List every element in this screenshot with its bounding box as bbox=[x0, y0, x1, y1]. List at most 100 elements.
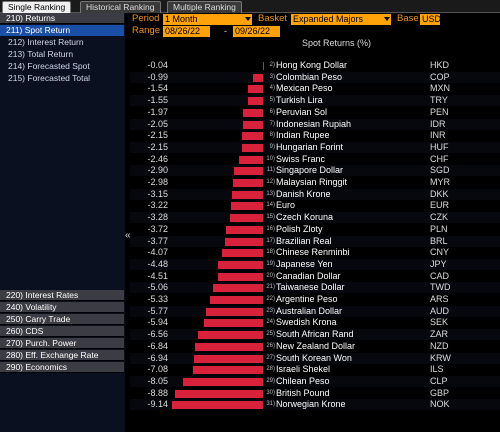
range-end-field[interactable]: 09/26/22 bbox=[233, 26, 280, 37]
currency-name[interactable]: Czech Koruna bbox=[276, 212, 334, 223]
table-row[interactable]: -7.08 28) Israeli Shekel ILS bbox=[130, 364, 500, 375]
sidebar-item-forecasted-total[interactable]: 215) Forecasted Total bbox=[8, 73, 91, 83]
table-row[interactable]: -3.28 15) Czech Koruna CZK bbox=[130, 212, 500, 224]
table-row[interactable]: -3.77 17) Brazilian Real BRL bbox=[130, 235, 500, 247]
bar-value-label: -0.04 bbox=[147, 60, 168, 70]
currency-code: SEK bbox=[430, 317, 449, 328]
currency-name[interactable]: Hungarian Forint bbox=[276, 141, 344, 152]
currency-name[interactable]: Polish Zloty bbox=[276, 223, 323, 234]
bar-dkk bbox=[231, 190, 263, 199]
basket-dropdown[interactable]: Expanded Majors bbox=[291, 14, 391, 25]
currency-name[interactable]: Swedish Krona bbox=[276, 317, 337, 328]
bar-value-label: -3.72 bbox=[147, 223, 168, 234]
currency-name[interactable]: Brazilian Real bbox=[276, 235, 332, 246]
table-row[interactable]: -5.06 21) Taiwanese Dollar TWD bbox=[130, 282, 500, 294]
table-row[interactable]: -2.90 11) Singapore Dollar SGD bbox=[130, 165, 500, 177]
table-row[interactable]: -2.46 10) Swiss Franc CHF bbox=[130, 154, 500, 165]
bar-value-label: -3.15 bbox=[147, 188, 168, 199]
currency-name[interactable]: Euro bbox=[276, 200, 296, 211]
table-row[interactable]: -6.84 26) New Zealand Dollar NZD bbox=[130, 341, 500, 352]
sidebar-item-eff-exchange-rate[interactable]: 280) Eff. Exchange Rate bbox=[0, 350, 124, 361]
table-row[interactable]: -6.56 25) South African Rand ZAR bbox=[130, 329, 500, 341]
currency-name[interactable]: Peruvian Sol bbox=[276, 106, 328, 117]
currency-name[interactable]: New Zealand Dollar bbox=[276, 340, 356, 351]
sidebar-item-cds[interactable]: 260) CDS bbox=[0, 326, 124, 337]
table-row[interactable]: -2.15 9) Hungarian Forint HUF bbox=[130, 141, 500, 153]
sidebar-item-volatility[interactable]: 240) Volatility bbox=[0, 302, 124, 313]
table-row[interactable]: -4.07 18) Chinese Renminbi CNY bbox=[130, 247, 500, 258]
sidebar-item-purch-power[interactable]: 270) Purch. Power bbox=[0, 338, 124, 349]
range-separator: - bbox=[224, 26, 227, 36]
table-row[interactable]: -6.94 27) South Korean Won KRW bbox=[130, 352, 500, 364]
table-row[interactable]: -3.22 14) Euro EUR bbox=[130, 200, 500, 211]
currency-name[interactable]: Hong Kong Dollar bbox=[276, 60, 348, 70]
range-start-field[interactable]: 08/26/22 bbox=[163, 26, 210, 37]
currency-name[interactable]: Colombian Peso bbox=[276, 71, 343, 82]
sidebar-item-interest-return[interactable]: 212) Interest Return bbox=[8, 37, 84, 47]
table-row[interactable]: -5.94 24) Swedish Krona SEK bbox=[130, 317, 500, 328]
bar-value-label: -1.55 bbox=[147, 95, 168, 106]
bar-value-label: -0.99 bbox=[147, 71, 168, 82]
currency-name[interactable]: Taiwanese Dollar bbox=[276, 282, 345, 293]
table-row[interactable]: -3.72 16) Polish Zloty PLN bbox=[130, 224, 500, 235]
table-row[interactable]: -5.77 23) Australian Dollar AUD bbox=[130, 305, 500, 317]
currency-name[interactable]: Chilean Peso bbox=[276, 375, 330, 386]
table-row[interactable]: -1.55 5) Turkish Lira TRY bbox=[130, 95, 500, 107]
table-row[interactable]: -4.48 19) Japanese Yen JPY bbox=[130, 258, 500, 270]
currency-code: TRY bbox=[430, 95, 448, 106]
currency-name[interactable]: Australian Dollar bbox=[276, 305, 343, 316]
tab-multiple-ranking[interactable]: Multiple Ranking bbox=[167, 1, 242, 13]
bar-clp bbox=[182, 377, 263, 386]
currency-name[interactable]: Norwegian Krone bbox=[276, 399, 346, 410]
table-row[interactable]: -8.88 30) British Pound GBP bbox=[130, 388, 500, 399]
sidebar-item-returns[interactable]: 210) Returns bbox=[0, 13, 124, 24]
currency-name[interactable]: Turkish Lira bbox=[276, 95, 323, 106]
currency-name[interactable]: Mexican Peso bbox=[276, 83, 333, 94]
collapse-sidebar-icon[interactable]: « bbox=[125, 230, 131, 241]
currency-name[interactable]: Malaysian Ringgit bbox=[276, 177, 348, 187]
currency-name[interactable]: British Pound bbox=[276, 387, 330, 398]
table-row[interactable]: -1.54 4) Mexican Peso MXN bbox=[130, 83, 500, 94]
bar-sgd bbox=[234, 167, 263, 176]
currency-name[interactable]: Japanese Yen bbox=[276, 258, 333, 269]
currency-name[interactable]: Indian Rupee bbox=[276, 130, 330, 141]
table-row[interactable]: -5.33 22) Argentine Peso ARS bbox=[130, 294, 500, 305]
currency-name[interactable]: Argentine Peso bbox=[276, 294, 338, 304]
bar-pln bbox=[225, 225, 263, 234]
table-row[interactable]: -9.14 31) Norwegian Krone NOK bbox=[130, 399, 500, 411]
sidebar-item-spot-return[interactable]: 211) Spot Return bbox=[0, 25, 124, 36]
rank-label: 18) bbox=[266, 249, 275, 256]
bar-sek bbox=[203, 319, 263, 328]
sidebar-item-total-return[interactable]: 213) Total Return bbox=[8, 49, 74, 59]
sidebar-item-carry-trade[interactable]: 250) Carry Trade bbox=[0, 314, 124, 325]
sidebar-item-economics[interactable]: 290) Economics bbox=[0, 362, 124, 373]
sidebar-item-interest-rates[interactable]: 220) Interest Rates bbox=[0, 290, 124, 301]
currency-name[interactable]: Chinese Renminbi bbox=[276, 247, 350, 258]
table-row[interactable]: -8.05 29) Chilean Peso CLP bbox=[130, 375, 500, 387]
table-row[interactable]: -1.97 6) Peruvian Sol PEN bbox=[130, 107, 500, 118]
currency-name[interactable]: Israeli Shekel bbox=[276, 364, 331, 375]
tab-single-ranking[interactable]: Single Ranking bbox=[2, 1, 72, 13]
currency-name[interactable]: Singapore Dollar bbox=[276, 165, 344, 176]
bar-twd bbox=[212, 284, 263, 293]
table-row[interactable]: -3.15 13) Danish Krone DKK bbox=[130, 188, 500, 200]
currency-code: GBP bbox=[430, 387, 450, 398]
period-dropdown[interactable]: 1 Month bbox=[163, 14, 252, 25]
currency-name[interactable]: Danish Krone bbox=[276, 188, 331, 199]
currency-name[interactable]: Swiss Franc bbox=[276, 153, 326, 164]
currency-name[interactable]: South Korean Won bbox=[276, 352, 352, 363]
currency-name[interactable]: Canadian Dollar bbox=[276, 270, 341, 281]
table-row[interactable]: -0.99 3) Colombian Peso COP bbox=[130, 71, 500, 83]
base-currency-field[interactable]: USD bbox=[420, 14, 442, 25]
rank-label: 28) bbox=[266, 366, 275, 373]
currency-name[interactable]: Indonesian Rupiah bbox=[276, 118, 352, 129]
tab-historical-ranking[interactable]: Historical Ranking bbox=[80, 1, 161, 13]
table-row[interactable]: -2.98 12) Malaysian Ringgit MYR bbox=[130, 177, 500, 188]
table-row[interactable]: -4.51 20) Canadian Dollar CAD bbox=[130, 271, 500, 282]
table-row[interactable]: -2.15 8) Indian Rupee INR bbox=[130, 130, 500, 141]
table-row[interactable]: -0.04 2) Hong Kong Dollar HKD bbox=[130, 60, 500, 71]
table-row[interactable]: -2.05 7) Indonesian Rupiah IDR bbox=[130, 118, 500, 130]
currency-name[interactable]: South African Rand bbox=[276, 329, 354, 340]
currency-code: HUF bbox=[430, 141, 449, 152]
sidebar-item-forecasted-spot[interactable]: 214) Forecasted Spot bbox=[8, 61, 90, 71]
